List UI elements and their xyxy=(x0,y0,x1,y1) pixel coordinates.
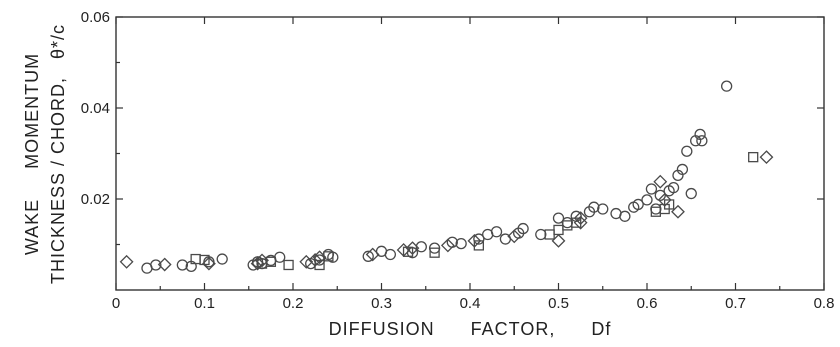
circle-point xyxy=(490,226,503,238)
circle-point xyxy=(681,145,693,157)
x-axis-label: DIFFUSION FACTOR, Df xyxy=(329,319,612,339)
x-tick-label: 0 xyxy=(112,295,120,312)
diamond-point xyxy=(308,253,323,267)
diamond-point xyxy=(551,233,566,248)
x-tick-label: 0.7 xyxy=(725,295,746,312)
data-points xyxy=(119,80,774,274)
axis-ticks xyxy=(115,16,825,290)
diamond-point xyxy=(312,250,327,265)
diamond-point xyxy=(396,243,411,257)
square-point xyxy=(553,224,564,236)
square-point xyxy=(663,199,675,210)
diamond-point xyxy=(507,229,522,244)
circle-point xyxy=(641,194,653,206)
diamond-point xyxy=(157,257,172,272)
circle-point xyxy=(455,237,467,250)
diamond-point xyxy=(467,233,482,248)
x-tick-label: 0.8 xyxy=(814,295,835,312)
diamond-point xyxy=(440,238,455,253)
circle-point xyxy=(588,201,600,213)
square-point xyxy=(314,259,325,271)
diamond-point xyxy=(202,256,216,271)
diamond-point xyxy=(405,241,420,256)
circle-point xyxy=(535,228,547,241)
circle-point xyxy=(685,187,697,200)
diamond-point xyxy=(759,150,774,165)
diamond-point xyxy=(653,174,668,189)
y-axis-label-line2: THICKNESS / CHORD, θ*/c xyxy=(48,24,68,284)
circle-point xyxy=(619,210,631,222)
x-tick-label: 0.1 xyxy=(194,295,215,312)
y-tick-label: 0.02 xyxy=(81,191,110,208)
square-point xyxy=(429,247,440,258)
square-point xyxy=(571,217,582,228)
y-tick-label: 0.04 xyxy=(81,100,110,117)
square-point xyxy=(473,240,485,251)
circle-point xyxy=(216,253,228,265)
circle-point xyxy=(721,80,733,92)
circle-point xyxy=(676,163,689,176)
circle-point xyxy=(597,203,609,215)
diamond-point xyxy=(573,215,588,230)
square-point xyxy=(650,206,661,217)
diamond-point xyxy=(671,204,685,219)
y-axis-label-line1: WAKE MOMENTUM xyxy=(22,53,42,255)
y-tick-label: 0.06 xyxy=(81,9,110,26)
circle-point xyxy=(561,217,573,229)
circle-point xyxy=(362,250,374,262)
circle-point xyxy=(274,251,286,263)
square-point xyxy=(544,229,555,240)
circle-point xyxy=(650,203,662,215)
circle-point xyxy=(384,248,397,261)
square-point xyxy=(283,259,294,271)
circle-point xyxy=(517,222,529,235)
x-tick-label: 0.5 xyxy=(548,295,569,312)
x-tick-labels: 0 0.1 0.2 0.3 0.4 0.5 0.6 0.7 0.8 xyxy=(112,295,835,312)
diamond-point xyxy=(365,247,380,262)
y-tick-labels: 0.02 0.04 0.06 xyxy=(81,9,110,208)
square-point xyxy=(190,253,201,265)
circle-point xyxy=(632,198,644,211)
x-tick-label: 0.4 xyxy=(460,295,481,312)
diamond-point xyxy=(255,253,269,268)
x-tick-label: 0.6 xyxy=(637,295,658,312)
square-point xyxy=(562,220,573,231)
circle-point xyxy=(645,183,658,195)
x-tick-label: 0.2 xyxy=(283,295,304,312)
diamond-point xyxy=(573,211,588,226)
diamond-point xyxy=(657,192,672,207)
circle-point xyxy=(694,128,706,141)
circle-point xyxy=(176,259,189,271)
diamond-point xyxy=(119,254,134,269)
diamond-point xyxy=(250,256,265,271)
circle-point xyxy=(552,212,565,224)
circle-point xyxy=(696,135,708,147)
circle-point xyxy=(150,259,162,271)
plot-frame xyxy=(115,16,825,291)
diamond-point xyxy=(299,254,314,269)
square-point xyxy=(748,151,759,163)
circle-point xyxy=(667,181,680,194)
x-tick-label: 0.3 xyxy=(371,295,392,312)
circle-point xyxy=(473,233,485,245)
